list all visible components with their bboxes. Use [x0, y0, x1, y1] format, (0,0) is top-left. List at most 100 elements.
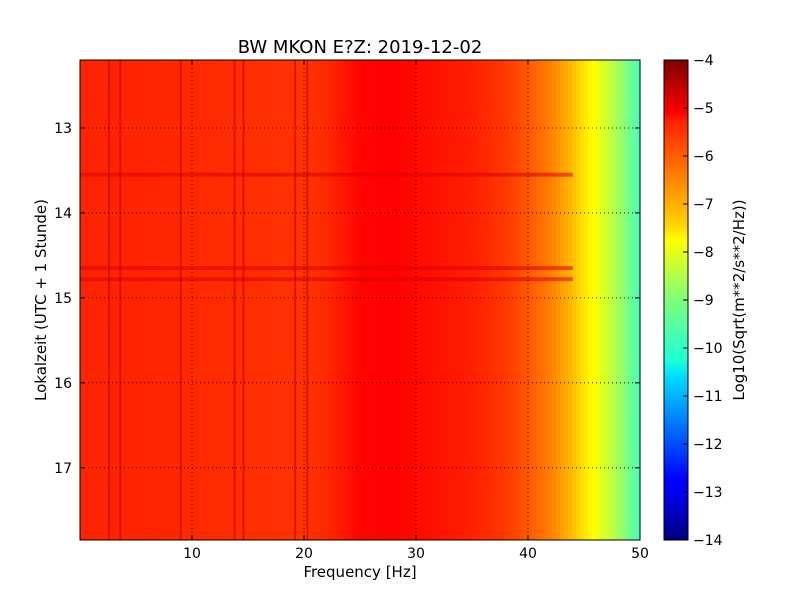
heatmap-column [344, 60, 349, 540]
heatmap-column [480, 60, 485, 540]
heatmap-column [116, 60, 121, 540]
heatmap-column [524, 60, 529, 540]
heatmap-column [576, 60, 581, 540]
heatmap-columns [80, 60, 641, 540]
heatmap-column [204, 60, 209, 540]
heatmap-column [92, 60, 97, 540]
heatmap-band [80, 277, 573, 282]
heatmap-column [268, 60, 273, 540]
heatmap-column [472, 60, 477, 540]
heatmap-time-bands [80, 172, 573, 282]
colorbar-tick-label: −11 [693, 389, 723, 405]
x-tick-label: 40 [519, 546, 537, 562]
heatmap-column [88, 60, 93, 540]
heatmap-column [436, 60, 441, 540]
heatmap-column [340, 60, 345, 540]
heatmap-column [408, 60, 413, 540]
heatmap-column [572, 60, 577, 540]
heatmap-column [516, 60, 521, 540]
heatmap-column [356, 60, 361, 540]
heatmap-band [80, 172, 573, 177]
heatmap-column [300, 60, 305, 540]
colorbar-tick-label: −13 [693, 485, 723, 501]
heatmap-column [536, 60, 541, 540]
heatmap-column [592, 60, 597, 540]
x-axis-label: Frequency [Hz] [303, 563, 416, 581]
heatmap-column [312, 60, 317, 540]
x-axis-ticks: 10 20 30 40 50 [183, 60, 649, 562]
heatmap-column [192, 60, 197, 540]
heatmap-column [84, 60, 89, 540]
heatmap-column [180, 60, 185, 540]
colorbar-tick-label: −4 [693, 53, 714, 69]
heatmap-column [368, 60, 373, 540]
colorbar-tick-label: −9 [693, 293, 714, 309]
heatmap-column [148, 60, 153, 540]
heatmap-column [324, 60, 329, 540]
heatmap-column [208, 60, 213, 540]
colorbar-tick-label: −6 [693, 149, 714, 165]
heatmap-band [80, 266, 573, 271]
heatmap-column [276, 60, 281, 540]
heatmap-frequency-lines [108, 60, 309, 540]
colorbar-label: Log10(Sqrt(m**2/s**2/Hz)) [730, 199, 748, 400]
heatmap-column [420, 60, 425, 540]
heatmap-column [428, 60, 433, 540]
heatmap-column [400, 60, 405, 540]
heatmap-column [136, 60, 141, 540]
y-tick-label: 14 [54, 206, 72, 222]
heatmap-column [120, 60, 125, 540]
heatmap-spectral-line [294, 60, 297, 540]
heatmap-column [532, 60, 537, 540]
heatmap-column [612, 60, 617, 540]
heatmap-column [336, 60, 341, 540]
heatmap-column [164, 60, 169, 540]
y-tick-label: 16 [54, 376, 72, 392]
heatmap-column [160, 60, 165, 540]
heatmap-column [492, 60, 497, 540]
heatmap-column [252, 60, 257, 540]
heatmap-column [140, 60, 145, 540]
heatmap-column [616, 60, 621, 540]
heatmap-column [196, 60, 201, 540]
heatmap-column [228, 60, 233, 540]
heatmap-column [132, 60, 137, 540]
heatmap-column [364, 60, 369, 540]
chart-title: BW MKON E?Z: 2019-12-02 [238, 37, 483, 58]
heatmap-column [328, 60, 333, 540]
heatmap-column [104, 60, 109, 540]
heatmap-spectral-line [108, 60, 111, 540]
heatmap-column [476, 60, 481, 540]
heatmap-column [156, 60, 161, 540]
heatmap-column [176, 60, 181, 540]
heatmap-column [508, 60, 513, 540]
heatmap-column [352, 60, 357, 540]
heatmap-column [168, 60, 173, 540]
heatmap-column [280, 60, 285, 540]
heatmap-column [172, 60, 177, 540]
heatmap-column [96, 60, 101, 540]
heatmap-column [236, 60, 241, 540]
heatmap-column [416, 60, 421, 540]
heatmap-column [444, 60, 449, 540]
heatmap-column [216, 60, 221, 540]
heatmap-column [388, 60, 393, 540]
heatmap-column [596, 60, 601, 540]
heatmap-spectral-line [233, 60, 236, 540]
heatmap-column [548, 60, 553, 540]
x-tick-label: 10 [183, 546, 201, 562]
heatmap-column [304, 60, 309, 540]
x-tick-label: 50 [631, 546, 649, 562]
heatmap-column [248, 60, 253, 540]
heatmap-column [376, 60, 381, 540]
heatmap-column [412, 60, 417, 540]
colorbar-tick-label: −12 [693, 437, 723, 453]
heatmap-column [460, 60, 465, 540]
heatmap-column [200, 60, 205, 540]
heatmap-column [108, 60, 113, 540]
colorbar-ticks: −4 −5 −6 −7 −8 −9 −10 −11 −12 −13 −14 [683, 53, 723, 549]
heatmap-column [240, 60, 245, 540]
y-axis-ticks: 13 14 15 16 17 [54, 121, 640, 477]
heatmap-column [468, 60, 473, 540]
heatmap-column [520, 60, 525, 540]
